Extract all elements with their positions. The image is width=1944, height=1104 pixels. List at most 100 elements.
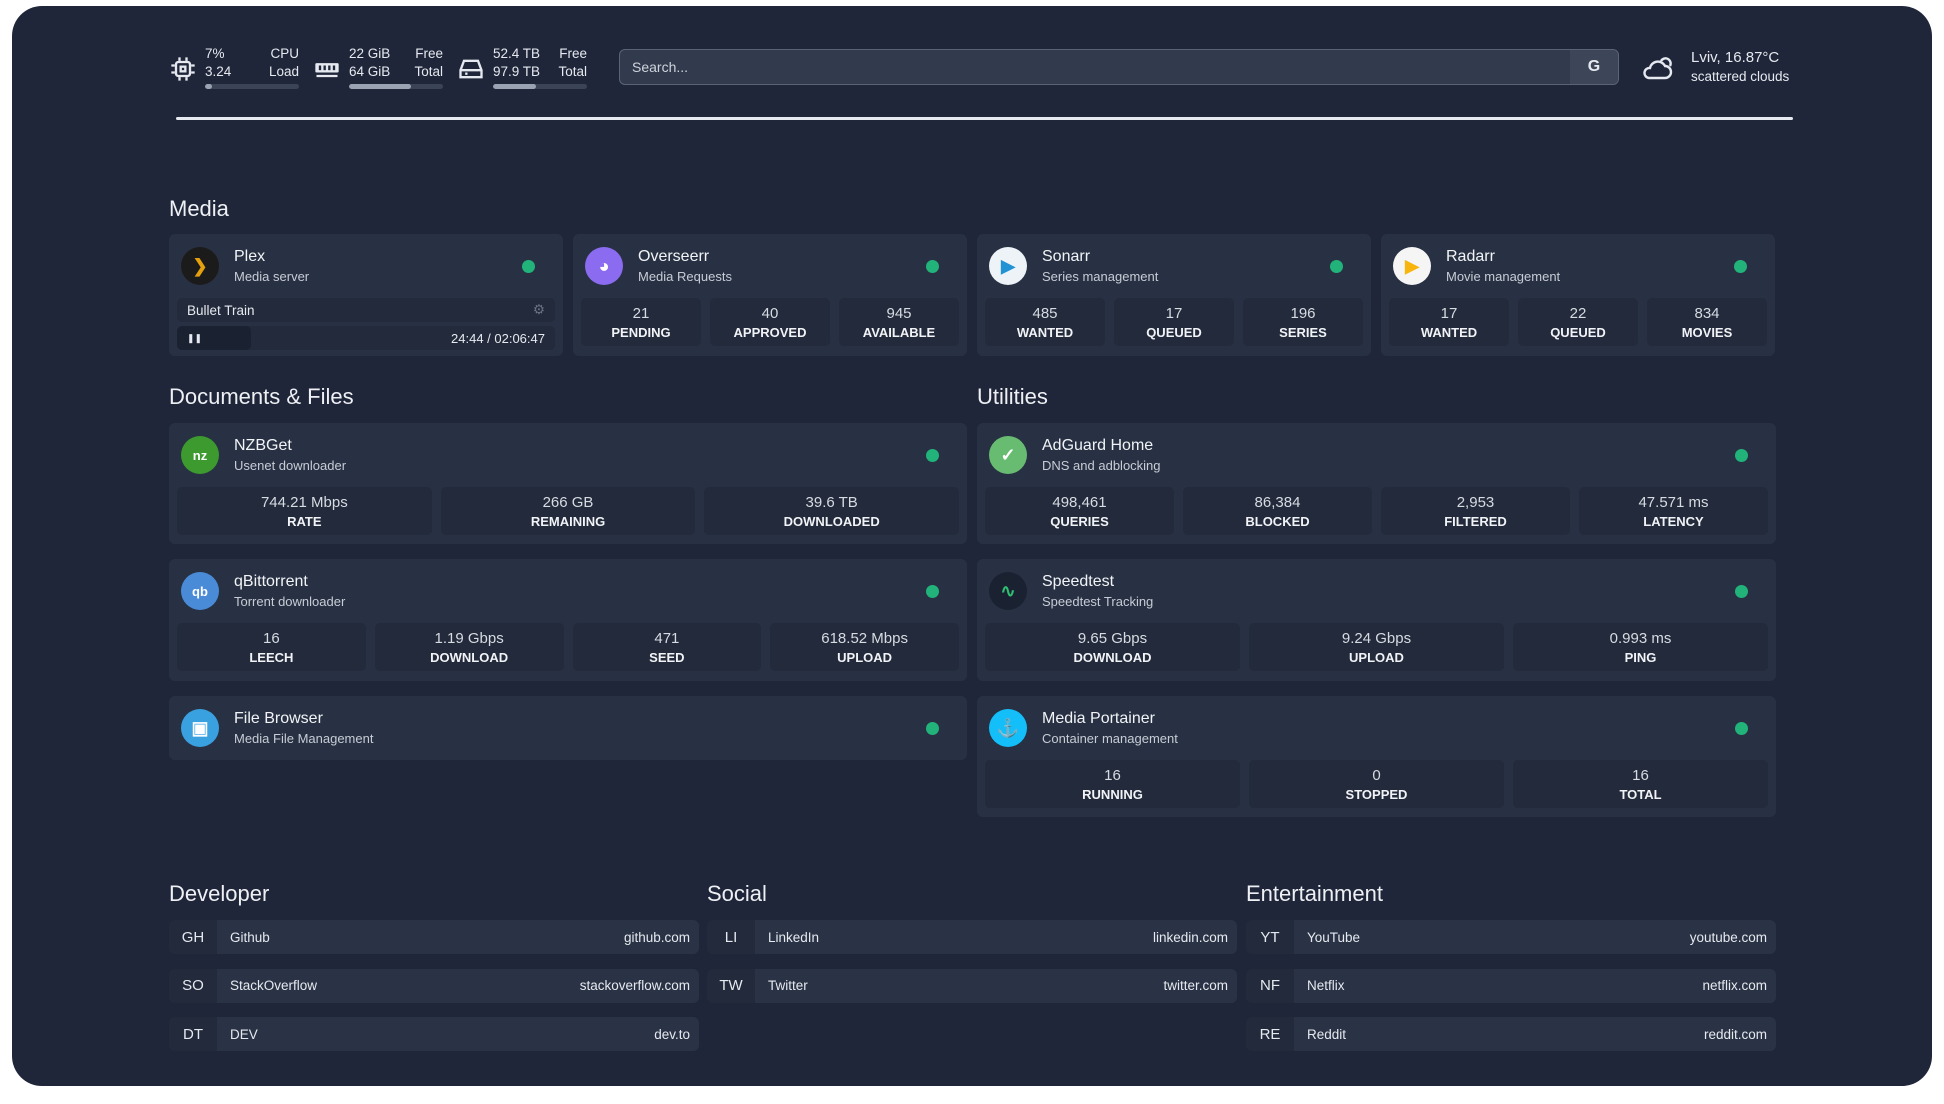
total-label: Total (558, 64, 587, 79)
service-card-media-portainer[interactable]: ⚓ Media Portainer Container management 16 RU… (977, 696, 1776, 817)
bookmark-stackoverflow[interactable]: SO StackOverflow stackoverflow.com (169, 968, 699, 1003)
bookmark-abbr: YT (1246, 920, 1294, 954)
service-card-radarr[interactable]: ▶ Radarr Movie management 17 WANTED 22 QUEUED 8… (1381, 234, 1775, 356)
service-card-nzbget[interactable]: nz NZBGet Usenet downloader 744.21 Mbps RATE… (169, 423, 967, 544)
stat-label: APPROVED (733, 325, 807, 340)
bookmark-dev[interactable]: DT DEV dev.to (169, 1017, 699, 1051)
section-title-media: Media (169, 196, 229, 221)
disk-icon (459, 59, 483, 79)
service-card-plex[interactable]: ❯ Plex Media server Bullet Train ⚙ ❚❚ 24:44 / … (169, 234, 563, 356)
cpu-label: CPU (270, 46, 299, 61)
status-indicator (1734, 259, 1747, 273)
stat-label: STOPPED (1345, 787, 1408, 802)
google-search-button[interactable]: G (1570, 50, 1618, 84)
bookmark-name: YouTube (1307, 929, 1361, 945)
service-card-adguard-home[interactable]: ✓ AdGuard Home DNS and adblocking 498,461 QU… (977, 423, 1776, 544)
card-text: Sonarr Series management (1042, 248, 1158, 284)
stat-label: QUEUED (1550, 325, 1606, 340)
bookmark-linkedin[interactable]: LI LinkedIn linkedin.com (707, 920, 1237, 954)
stat-label: AVAILABLE (862, 325, 936, 340)
card-header: nz NZBGet Usenet downloader (169, 423, 967, 487)
stat-block: 86,384 BLOCKED (1183, 487, 1372, 535)
stat-block: 16 TOTAL (1513, 760, 1768, 808)
stat-label: DOWNLOAD (430, 650, 509, 665)
plex-icon: ❯ (181, 247, 219, 285)
stat-label: PING (1624, 650, 1657, 665)
card-header: ▶ Sonarr Series management (977, 234, 1371, 298)
stat-block: 744.21 Mbps RATE (177, 487, 432, 535)
status-indicator (522, 259, 535, 273)
stat-value: 17 (1440, 305, 1458, 322)
status-indicator (1735, 448, 1748, 462)
filebrowser-icon: ▣ (181, 709, 219, 747)
card-text: Media Portainer Container management (1042, 710, 1178, 746)
service-name: Speedtest (1042, 573, 1115, 590)
stat-value: 744.21 Mbps (260, 494, 348, 511)
bookmark-netflix[interactable]: NF Netflix netflix.com (1246, 968, 1776, 1003)
portainer-icon: ⚓ (989, 709, 1027, 747)
bookmark-github[interactable]: GH Github github.com (169, 920, 699, 954)
search-input[interactable] (620, 59, 1570, 75)
disk-widget: 52.4 TB Free 97.9 TB Total (457, 45, 587, 89)
memory-bar (349, 84, 443, 89)
adguard-icon: ✓ (989, 436, 1027, 474)
bookmark-body: DEV dev.to (217, 1017, 699, 1051)
service-description: Series management (1042, 269, 1159, 284)
stat-value: 16 (263, 630, 280, 647)
stat-label: TOTAL (1619, 787, 1662, 802)
service-card-qbittorrent[interactable]: qb qBittorrent Torrent downloader 16 LEECH 1.… (169, 559, 967, 681)
stat-value: 471 (654, 630, 680, 647)
card-header: qb qBittorrent Torrent downloader (169, 559, 967, 623)
bookmark-name: StackOverflow (230, 978, 318, 993)
service-description: Container management (1042, 731, 1178, 746)
bookmark-url: youtube.com (1689, 929, 1767, 945)
card-text: NZBGet Usenet downloader (234, 437, 346, 473)
bookmark-name: Twitter (768, 978, 808, 993)
bookmark-name: Reddit (1307, 1026, 1347, 1042)
cpu-bar (205, 84, 299, 89)
service-description: Speedtest Tracking (1042, 594, 1154, 609)
service-card-file-browser[interactable]: ▣ File Browser Media File Management (169, 696, 967, 760)
load-label: Load (268, 64, 299, 79)
stat-block: 9.24 Gbps UPLOAD (1249, 623, 1504, 671)
stat-block: 2,953 FILTERED (1381, 487, 1570, 535)
stats-row: 498,461 QUERIES 86,384 BLOCKED 2,953 FILTERED… (977, 487, 1776, 535)
service-name: Plex (234, 248, 266, 265)
stat-value: 47.571 ms (1638, 494, 1709, 511)
stats-row: 16 RUNNING 0 STOPPED 16 TOTAL (977, 760, 1776, 808)
stat-block: 40 APPROVED (710, 298, 830, 346)
service-card-speedtest[interactable]: ∿ Speedtest Speedtest Tracking 9.65 Gbps DOW… (977, 559, 1776, 681)
pause-icon[interactable]: ❚❚ (187, 332, 203, 343)
status-indicator (1735, 584, 1748, 598)
bookmark-twitter[interactable]: TW Twitter twitter.com (707, 968, 1237, 1003)
card-header: ❯ Plex Media server (169, 234, 563, 298)
memory-widget: 22 GiB Free 64 GiB Total (313, 45, 443, 89)
bookmark-reddit[interactable]: RE Reddit reddit.com (1246, 1017, 1776, 1051)
bookmark-abbr: TW (707, 968, 755, 1003)
card-header: ∿ Speedtest Speedtest Tracking (977, 559, 1776, 623)
stat-value: 16 (1104, 767, 1121, 784)
stat-block: 498,461 QUERIES (985, 487, 1174, 535)
stat-label: WANTED (1016, 325, 1074, 340)
stat-value: 196 (1290, 305, 1316, 322)
stat-value: 22 (1569, 305, 1587, 322)
service-name: qBittorrent (234, 573, 308, 590)
stream-info-icon[interactable]: ⚙ (532, 302, 545, 317)
service-card-sonarr[interactable]: ▶ Sonarr Series management 485 WANTED 17 QUEUE… (977, 234, 1371, 356)
service-description: Media server (234, 269, 310, 284)
service-description: Torrent downloader (234, 594, 346, 609)
cpu-widget: 7% CPU 3.24 Load (169, 45, 299, 89)
service-card-overseerr[interactable]: ◕ Overseerr Media Requests 21 PENDING 40 APPRO… (573, 234, 967, 356)
card-header: ▶ Radarr Movie management (1381, 234, 1775, 298)
stat-value: 16 (1632, 767, 1649, 784)
bookmark-abbr: LI (707, 920, 755, 954)
stat-block: 0.993 ms PING (1513, 623, 1768, 671)
service-description: Media File Management (234, 731, 374, 746)
bookmark-url: netflix.com (1702, 978, 1767, 993)
bookmark-body: Twitter twitter.com (755, 968, 1237, 1003)
bookmark-youtube[interactable]: YT YouTube youtube.com (1246, 920, 1776, 954)
stats-row: 16 LEECH 1.19 Gbps DOWNLOAD 471 SEED 618.52 Mb… (169, 623, 967, 671)
cpu-icon (171, 57, 195, 81)
status-indicator (926, 584, 939, 598)
bookmark-body: Github github.com (217, 920, 699, 954)
